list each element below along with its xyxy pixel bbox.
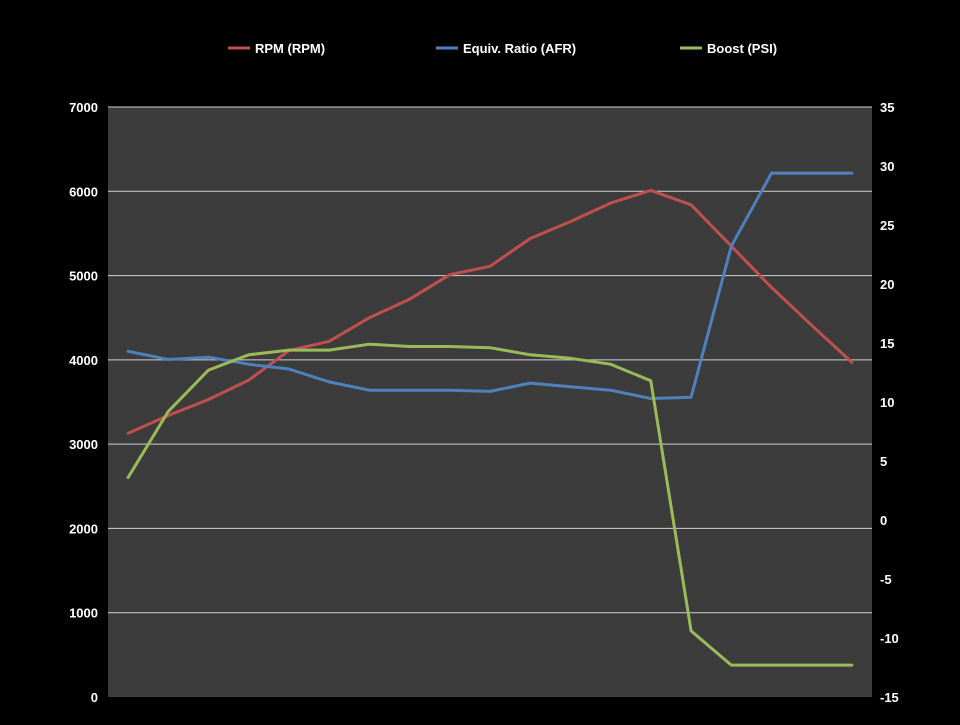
- gridlines: [108, 106, 872, 614]
- left-axis-tick-label: 0: [91, 690, 98, 705]
- right-y-axis: -15 -10 -5 0 5 10 15 20 25 30 35: [880, 100, 899, 705]
- left-axis-tick-label: 4000: [69, 353, 98, 368]
- left-axis-tick-label: 2000: [69, 521, 98, 536]
- right-axis-tick-label: 30: [880, 159, 894, 174]
- left-axis-tick-label: 5000: [69, 269, 98, 284]
- right-axis-tick-label: -5: [880, 572, 892, 587]
- left-axis-tick-label: 3000: [69, 437, 98, 452]
- legend-item-boost-psi: Boost (PSI): [680, 41, 777, 56]
- legend-label: Boost (PSI): [707, 41, 777, 56]
- legend-label: Equiv. Ratio (AFR): [463, 41, 576, 56]
- left-axis-tick-label: 1000: [69, 606, 98, 621]
- legend-label: RPM (RPM): [255, 41, 325, 56]
- series-line-boost-psi: [126, 342, 854, 667]
- right-axis-tick-label: 25: [880, 218, 894, 233]
- right-axis-tick-label: 15: [880, 336, 894, 351]
- right-axis-tick-label: -15: [880, 690, 899, 705]
- right-axis-tick-label: 20: [880, 277, 894, 292]
- right-axis-tick-label: 5: [880, 454, 887, 469]
- series-line-equiv-ratio-afr: [126, 171, 854, 400]
- legend-item-equiv-ratio-afr: Equiv. Ratio (AFR): [436, 41, 576, 56]
- right-axis-tick-label: 35: [880, 100, 894, 115]
- right-axis-tick-label: 10: [880, 395, 894, 410]
- left-y-axis: 0 1000 2000 3000 4000 5000 6000 7000: [69, 100, 98, 705]
- legend: RPM (RPM) Equiv. Ratio (AFR) Boost (PSI): [228, 41, 777, 56]
- series-layer: [126, 171, 854, 667]
- left-axis-tick-label: 7000: [69, 100, 98, 115]
- left-axis-tick-label: 6000: [69, 184, 98, 199]
- plot-area: [108, 107, 872, 697]
- right-axis-tick-label: 0: [880, 513, 887, 528]
- legend-item-rpm-rpm: RPM (RPM): [228, 41, 325, 56]
- right-axis-tick-label: -10: [880, 631, 899, 646]
